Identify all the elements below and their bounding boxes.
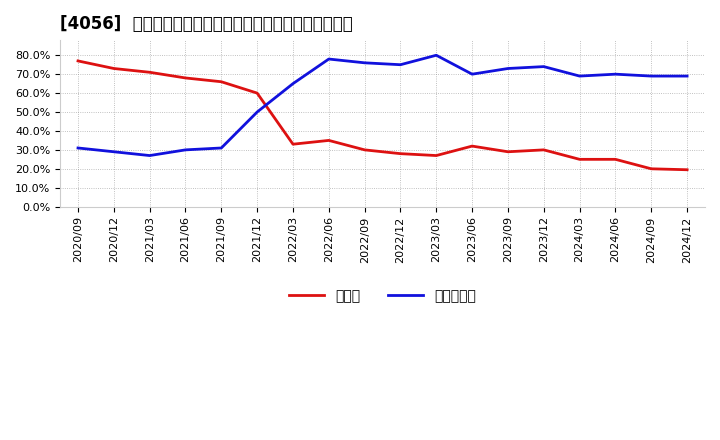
現頲金 — [647, 166, 656, 172]
有利子負債 — [73, 145, 82, 150]
有利子負債 — [109, 149, 118, 154]
有利子負債 — [145, 153, 154, 158]
有利子負債 — [181, 147, 190, 153]
有利子負債 — [396, 62, 405, 67]
有利子負債 — [432, 53, 441, 58]
現頲金 — [109, 66, 118, 71]
有利子負債 — [611, 72, 620, 77]
有利子負債 — [647, 73, 656, 79]
現頲金 — [360, 147, 369, 153]
現頲金 — [468, 143, 477, 149]
有利子負債 — [468, 72, 477, 77]
現頲金 — [253, 91, 261, 96]
現頲金 — [181, 75, 190, 81]
有利子負債 — [217, 145, 225, 150]
現頲金 — [325, 138, 333, 143]
有利子負債 — [253, 110, 261, 115]
Text: [4056]  現頲金、有利子負債の総資産に対する比率の推移: [4056] 現頲金、有利子負債の総資産に対する比率の推移 — [60, 15, 353, 33]
有利子負債 — [683, 73, 691, 79]
現頲金 — [611, 157, 620, 162]
有利子負債 — [503, 66, 512, 71]
現頲金 — [145, 70, 154, 75]
現頲金 — [683, 167, 691, 172]
Line: 有利子負債: 有利子負債 — [78, 55, 687, 156]
現頲金 — [432, 153, 441, 158]
有利子負債 — [575, 73, 584, 79]
Line: 現頲金: 現頲金 — [78, 61, 687, 170]
現頲金 — [217, 79, 225, 84]
Legend: 現頲金, 有利子負債: 現頲金, 有利子負債 — [284, 283, 482, 308]
現頲金 — [289, 142, 297, 147]
有利子負債 — [289, 81, 297, 86]
現頲金 — [575, 157, 584, 162]
現頲金 — [539, 147, 548, 153]
現頲金 — [396, 151, 405, 156]
有利子負債 — [539, 64, 548, 69]
有利子負債 — [360, 60, 369, 66]
現頲金 — [503, 149, 512, 154]
現頲金 — [73, 58, 82, 63]
有利子負債 — [325, 56, 333, 62]
